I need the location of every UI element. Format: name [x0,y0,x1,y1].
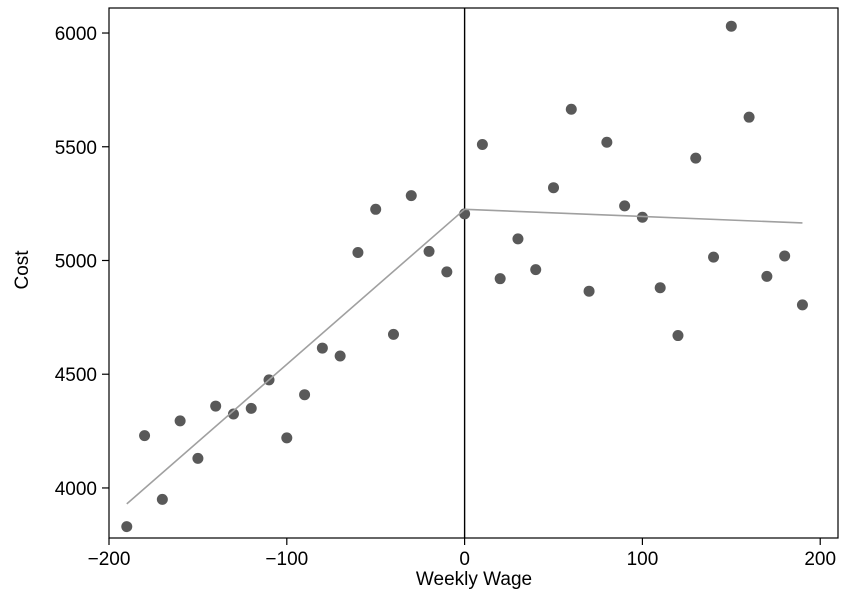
data-point [281,432,293,444]
data-point [174,415,186,427]
y-tick-label: 4500 [55,365,97,386]
fit-line-left [126,208,466,505]
data-points [121,20,808,533]
data-point [245,402,257,414]
y-axis: Cost 4000 4500 5000 5500 6000 [12,24,109,500]
data-point [156,493,168,505]
x-tick-label: 200 [804,549,836,570]
x-axis: Weekly Wage −200 −100 0 100 200 [88,538,836,590]
data-point [583,285,595,297]
data-point [494,273,506,285]
fit-line-right [464,208,803,224]
data-point [423,245,435,257]
x-tick-label: 0 [459,549,470,570]
data-point [121,521,133,533]
y-tick-label: 4000 [55,479,97,500]
data-point [743,111,755,123]
data-point [601,136,613,148]
data-point [725,20,737,32]
data-point [405,190,417,202]
data-point [387,328,399,340]
x-tick-label: 100 [627,549,659,570]
data-point [139,430,151,442]
plot-frame [108,7,839,539]
data-point [352,247,364,259]
data-point [210,400,222,412]
y-axis-title: Cost [12,250,33,290]
data-point [779,250,791,262]
y-tick-label: 5500 [55,138,97,159]
data-point [619,200,631,212]
x-tick-label: −100 [265,549,308,570]
data-point [530,264,542,276]
y-tick-label: 5000 [55,251,97,272]
y-tick-label: 6000 [55,24,97,45]
data-point [512,233,524,245]
data-point [654,282,666,294]
data-point [796,299,808,311]
data-point [761,270,773,282]
data-point [708,251,720,263]
x-axis-title: Weekly Wage [416,569,532,590]
data-point [476,138,488,150]
data-point [690,152,702,164]
data-point [192,452,204,464]
data-point [672,330,684,342]
x-tick-label: −200 [88,549,131,570]
data-point [334,350,346,362]
data-point [299,389,311,401]
data-point [316,342,328,354]
data-point [565,103,577,115]
data-point [548,182,560,194]
data-point [370,203,382,215]
data-point [227,408,239,420]
data-point [441,266,453,278]
